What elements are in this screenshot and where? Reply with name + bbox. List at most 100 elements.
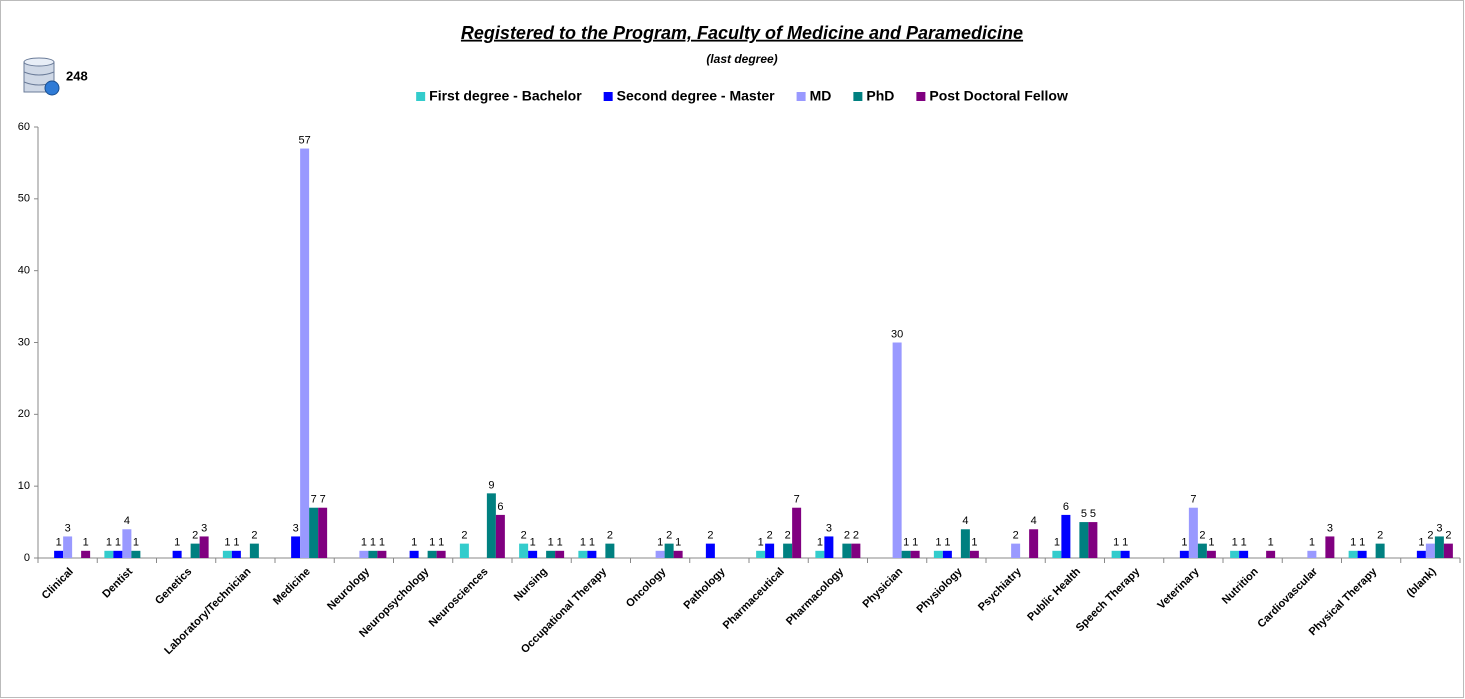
data-label: 1 <box>133 537 139 549</box>
data-label: 9 <box>488 479 494 491</box>
data-label: 1 <box>1232 537 1238 549</box>
data-label: 4 <box>124 515 130 527</box>
y-tick-label: 40 <box>18 265 30 277</box>
data-label: 1 <box>580 537 586 549</box>
y-tick-label: 10 <box>18 480 30 492</box>
bar <box>910 550 920 558</box>
data-label: 1 <box>1208 537 1214 549</box>
bar <box>300 148 310 559</box>
bar <box>1079 522 1089 558</box>
data-label: 1 <box>1122 537 1128 549</box>
database-icon <box>23 57 60 96</box>
data-label: 1 <box>361 537 367 549</box>
bar <box>1239 550 1249 558</box>
data-label: 1 <box>56 537 62 549</box>
data-label: 1 <box>589 537 595 549</box>
data-label: 1 <box>106 537 112 549</box>
data-label: 1 <box>224 537 230 549</box>
legend-swatch <box>796 92 806 101</box>
bar <box>1307 550 1317 558</box>
legend-swatch <box>853 92 863 101</box>
data-label: 2 <box>521 530 527 542</box>
bar <box>222 550 232 558</box>
data-label: 2 <box>707 530 713 542</box>
legend-swatch <box>416 92 426 101</box>
bar <box>673 550 683 558</box>
data-label: 1 <box>370 537 376 549</box>
data-label: 5 <box>1081 508 1087 520</box>
data-label: 1 <box>557 537 563 549</box>
data-label: 1 <box>675 537 681 549</box>
bar <box>519 543 529 558</box>
bar <box>555 550 565 558</box>
data-label: 3 <box>201 522 207 534</box>
bar <box>368 550 378 558</box>
bar <box>1011 543 1021 558</box>
bar <box>104 550 114 558</box>
legend-label: Post Doctoral Fellow <box>929 88 1068 104</box>
bar <box>1120 550 1130 558</box>
bar <box>824 536 834 558</box>
bar <box>1197 543 1207 558</box>
bar <box>377 550 387 558</box>
data-label: 2 <box>853 530 859 542</box>
data-label: 3 <box>1327 522 1333 534</box>
data-label: 1 <box>1350 537 1356 549</box>
data-label: 2 <box>1445 530 1451 542</box>
bar <box>1052 550 1062 558</box>
total-count: 248 <box>66 68 88 83</box>
data-label: 2 <box>1377 530 1383 542</box>
data-label: 4 <box>1031 515 1037 527</box>
bar <box>309 507 319 558</box>
legend-label: Second degree - Master <box>617 88 775 104</box>
legend-swatch <box>916 92 926 101</box>
data-label: 5 <box>1090 508 1096 520</box>
data-label: 7 <box>311 494 317 506</box>
bar <box>842 543 852 558</box>
data-label: 1 <box>817 537 823 549</box>
bar <box>605 543 615 558</box>
legend-label: MD <box>810 88 832 104</box>
y-tick-label: 50 <box>18 193 30 205</box>
bar <box>54 550 64 558</box>
data-label: 1 <box>1309 537 1315 549</box>
data-label: 2 <box>767 530 773 542</box>
bar <box>291 536 301 558</box>
data-label: 1 <box>1359 537 1365 549</box>
data-label: 7 <box>320 494 326 506</box>
bar <box>892 342 902 558</box>
data-label: 1 <box>411 537 417 549</box>
data-label: 57 <box>299 134 311 146</box>
bar <box>1425 543 1435 558</box>
data-label: 1 <box>1181 537 1187 549</box>
bar <box>231 550 241 558</box>
data-label: 2 <box>666 530 672 542</box>
bar <box>249 543 259 558</box>
data-label: 1 <box>935 537 941 549</box>
data-label: 3 <box>826 522 832 534</box>
bar <box>942 550 952 558</box>
bar <box>1061 514 1071 558</box>
bar <box>318 507 328 558</box>
bar <box>1179 550 1189 558</box>
chart-title: Registered to the Program, Faculty of Me… <box>461 23 1023 43</box>
legend-swatch <box>603 92 613 101</box>
bar <box>172 550 182 558</box>
bar <box>1443 543 1453 558</box>
data-label: 2 <box>1427 530 1433 542</box>
data-label: 6 <box>497 501 503 513</box>
data-label: 1 <box>174 537 180 549</box>
legend-label: First degree - Bachelor <box>429 88 582 104</box>
y-tick-label: 20 <box>18 408 30 420</box>
bar <box>901 550 911 558</box>
data-label: 1 <box>530 537 536 549</box>
data-label: 1 <box>971 537 977 549</box>
data-label: 1 <box>429 537 435 549</box>
bar <box>792 507 802 558</box>
bar <box>495 514 505 558</box>
bar <box>1325 536 1335 558</box>
bar <box>1230 550 1240 558</box>
data-label: 1 <box>944 537 950 549</box>
bar <box>190 543 200 558</box>
bar <box>546 550 556 558</box>
